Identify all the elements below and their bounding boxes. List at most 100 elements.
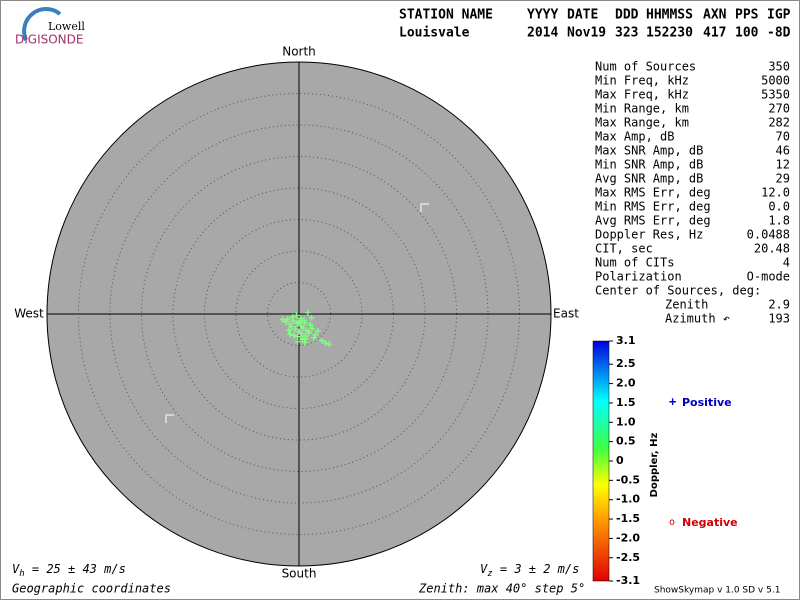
header-label: AXN — [703, 8, 727, 23]
source-point — [322, 339, 329, 346]
stat-label: Azimuth ↶ — [665, 312, 730, 326]
stat-label: Max Freq, kHz — [595, 88, 689, 102]
stat-label: Avg RMS Err, deg — [595, 214, 711, 228]
source-point — [301, 317, 308, 324]
colorbar — [592, 340, 610, 582]
stat-label: Avg SNR Amp, dB — [595, 172, 703, 186]
stat-value: 12 — [776, 158, 790, 172]
stat-label: Polarization — [595, 270, 682, 284]
direction-west: West — [14, 307, 44, 321]
stat-label: Min SNR Amp, dB — [595, 158, 703, 172]
stat-label: Max SNR Amp, dB — [595, 144, 703, 158]
source-point — [293, 312, 300, 319]
colorbar-label: Doppler, Hz — [649, 433, 660, 498]
marker-bracket — [165, 414, 174, 423]
stat-label: Num of Sources — [595, 60, 696, 74]
colorbar-ticks: 3.1 2.5 2.0 1.5 1.0 0.5 0 -0.5 -1.0 -1.5 -2.0 -2.5 -… — [609, 334, 640, 587]
stat-value: 70 — [776, 130, 790, 144]
colorbar-tick-label: 0 — [616, 454, 624, 467]
source-point — [296, 319, 302, 326]
header: STATION NAME YYYY DATE DDD HHMMSS AXN PPS IGP Lo… — [399, 8, 791, 41]
marker-bracket — [420, 203, 429, 212]
colorbar-tick-label: 1.0 — [616, 415, 636, 428]
source-point — [298, 330, 305, 337]
stat-label: Max RMS Err, deg — [595, 186, 711, 200]
stat-label: Max Amp, dB — [595, 130, 674, 144]
stat-value: 270 — [768, 102, 790, 116]
zenith-info: Zenith: max 40° step 5° — [418, 582, 585, 596]
colorbar-tick-label: -2.5 — [616, 551, 640, 564]
vh-text: Vh = 25 ± 43 m/s — [12, 562, 126, 579]
source-point — [279, 316, 286, 323]
stat-label: Min Freq, kHz — [595, 74, 689, 88]
header-label: DDD — [615, 8, 639, 23]
stat-section: Center of Sources, deg: — [595, 284, 761, 298]
coordinates: Geographic coordinates — [12, 582, 171, 596]
stat-label: CIT, sec — [595, 242, 653, 256]
stat-label: Num of CITs — [595, 256, 674, 270]
header-value: 2014 — [527, 26, 558, 41]
stat-label: Zenith — [665, 298, 708, 312]
colorbar-tick-label: -0.5 — [616, 473, 640, 486]
header-label: HHMMSS — [646, 8, 693, 23]
source-point — [285, 327, 292, 334]
stat-label: Doppler Res, Hz — [595, 228, 703, 242]
source-point — [308, 314, 315, 321]
vz-value: = 3 ± 2 m/s — [493, 562, 580, 576]
header-label: YYYY — [527, 8, 558, 23]
header-label: IGP — [767, 8, 791, 23]
colorbar-tick-label: 1.5 — [616, 396, 636, 409]
stat-value: O-mode — [747, 270, 790, 284]
source-point — [326, 341, 333, 348]
header-value: 323 — [615, 26, 638, 41]
logo-swoosh — [22, 7, 62, 41]
stats-table: Num of Sources 350 Min Freq, kHz 5000 Max Fr… — [595, 60, 790, 326]
legend-circle: o — [669, 517, 675, 528]
vh-value: = 25 ± 43 m/s — [25, 562, 126, 576]
legend-plus: + — [669, 395, 676, 409]
source-point — [306, 329, 313, 336]
header-label: DATE — [567, 8, 598, 23]
vz-text: Vz = 3 ± 2 m/s — [480, 562, 579, 579]
colorbar-tick-label: -3.1 — [616, 574, 640, 587]
source-point — [288, 323, 295, 330]
direction-east: East — [553, 307, 579, 321]
legend-negative: Negative — [682, 516, 738, 529]
header-value: Louisvale — [399, 26, 470, 41]
header-value: 100 — [735, 26, 759, 41]
source-point — [292, 326, 299, 333]
source-point — [309, 325, 316, 332]
source-point — [302, 335, 309, 342]
stat-value: 2.9 — [768, 298, 790, 312]
stat-value: 5000 — [761, 74, 790, 88]
skymap: North South West East — [14, 45, 579, 581]
header-value: -8D — [767, 26, 791, 41]
source-point — [301, 339, 308, 346]
source-point — [307, 321, 314, 328]
stat-value: 0.0488 — [747, 228, 790, 242]
stat-value: 193 — [768, 312, 790, 326]
logo-top: Lowell — [48, 20, 85, 33]
colorbar-tick-label: 3.1 — [616, 334, 636, 347]
stat-value: 46 — [776, 144, 790, 158]
source-point — [311, 334, 318, 341]
source-point — [284, 316, 291, 323]
header-value: 417 — [703, 26, 726, 41]
colorbar-tick-label: 0.5 — [616, 435, 636, 448]
source-point — [312, 331, 319, 338]
colorbar-tick-label: 2.5 — [616, 357, 636, 370]
stat-label: Min RMS Err, deg — [595, 200, 711, 214]
stat-label: Min Range, km — [595, 102, 689, 116]
source-point — [318, 337, 325, 344]
source-point — [299, 324, 306, 331]
stat-label: Max Range, km — [595, 116, 689, 130]
stat-value: 4 — [783, 256, 790, 270]
stat-value: 350 — [768, 60, 790, 74]
source-point — [294, 338, 301, 345]
header-label: PPS — [735, 8, 759, 23]
vz-sub: z — [487, 569, 492, 579]
vz-symbol: V — [480, 562, 488, 576]
colorbar-tick-label: -1.5 — [616, 512, 640, 525]
source-point — [304, 309, 311, 316]
